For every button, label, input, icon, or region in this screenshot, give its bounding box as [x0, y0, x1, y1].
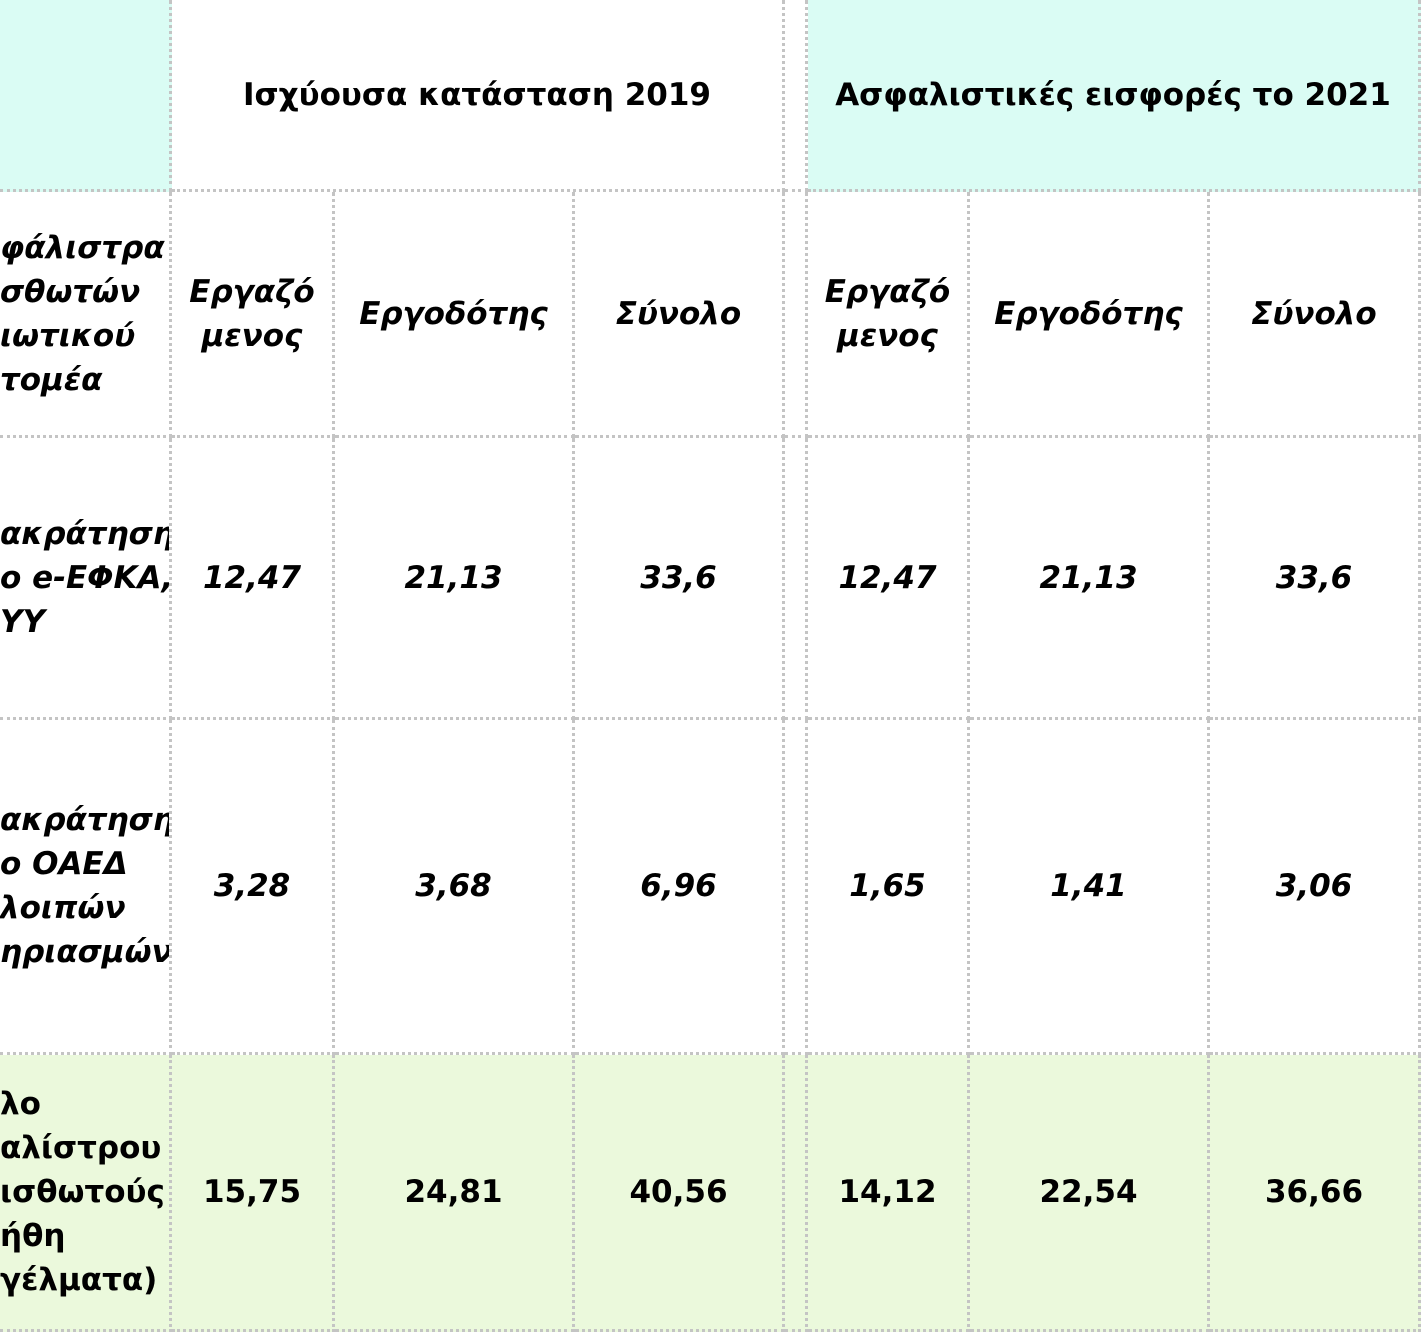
- value-cell: 6,96: [575, 720, 785, 1055]
- column-header: Εργαζόμενος: [808, 192, 970, 438]
- label-line: φάλιστρα: [0, 229, 165, 266]
- label-line: ισθωτούς: [0, 1174, 165, 1210]
- value-cell: 22,54: [970, 1055, 1210, 1332]
- value-cell: 24,81: [335, 1055, 575, 1332]
- label-line: ηριασμών: [0, 934, 172, 970]
- label-line: ακράτηση: [0, 515, 172, 552]
- value-cell: 21,13: [970, 438, 1210, 720]
- value-cell: 21,13: [335, 438, 575, 720]
- value-cell: 33,6: [1210, 438, 1421, 720]
- row-label: φάλιστρα σθωτών ιωτικού τομέα: [0, 192, 172, 438]
- label-line: ΥΥ: [0, 603, 45, 640]
- column-header: Εργαζόμενος: [172, 192, 335, 438]
- row-label: λο αλίστρου ισθωτούς ήθη γέλματα): [0, 1055, 172, 1332]
- column-header: Εργοδότης: [970, 192, 1210, 438]
- label-line: ακράτηση: [0, 802, 172, 838]
- label-line: γέλματα): [0, 1262, 158, 1298]
- label-line: ο ΟΑΕΔ: [0, 846, 128, 882]
- label-line: σθωτών: [0, 273, 141, 310]
- value-cell: 15,75: [172, 1055, 335, 1332]
- value-cell: 1,65: [808, 720, 970, 1055]
- spacer: [785, 1055, 808, 1332]
- column-header: Εργοδότης: [335, 192, 575, 438]
- spacer: [785, 438, 808, 720]
- label-line: λο: [0, 1086, 41, 1122]
- column-header: Σύνολο: [575, 192, 785, 438]
- value-cell: 3,28: [172, 720, 335, 1055]
- value-cell: 3,06: [1210, 720, 1421, 1055]
- value-cell: 33,6: [575, 438, 785, 720]
- row-label: ακράτηση ο e-ΕΦΚΑ, ΥΥ: [0, 438, 172, 720]
- label-line: ο e-ΕΦΚΑ,: [0, 559, 172, 596]
- row-label: ακράτηση ο ΟΑΕΔ λοιπών ηριασμών: [0, 720, 172, 1055]
- label-line: τομέα: [0, 361, 103, 398]
- spacer: [785, 0, 808, 192]
- label-line: ιωτικού: [0, 317, 136, 354]
- value-cell: 12,47: [808, 438, 970, 720]
- group-header: Ασφαλιστικές εισφορές το 2021: [808, 0, 1421, 192]
- spacer: [785, 192, 808, 438]
- value-cell: 40,56: [575, 1055, 785, 1332]
- group-header: Ισχύουσα κατάσταση 2019: [172, 0, 785, 192]
- value-cell: 14,12: [808, 1055, 970, 1332]
- column-header: Σύνολο: [1210, 192, 1421, 438]
- value-cell: 1,41: [970, 720, 1210, 1055]
- value-cell: 36,66: [1210, 1055, 1421, 1332]
- spacer: [785, 720, 808, 1055]
- label-line: αλίστρου: [0, 1130, 162, 1166]
- value-cell: 12,47: [172, 438, 335, 720]
- header-cell: [0, 0, 172, 192]
- label-line: ήθη: [0, 1218, 66, 1254]
- label-line: λοιπών: [0, 890, 126, 926]
- value-cell: 3,68: [335, 720, 575, 1055]
